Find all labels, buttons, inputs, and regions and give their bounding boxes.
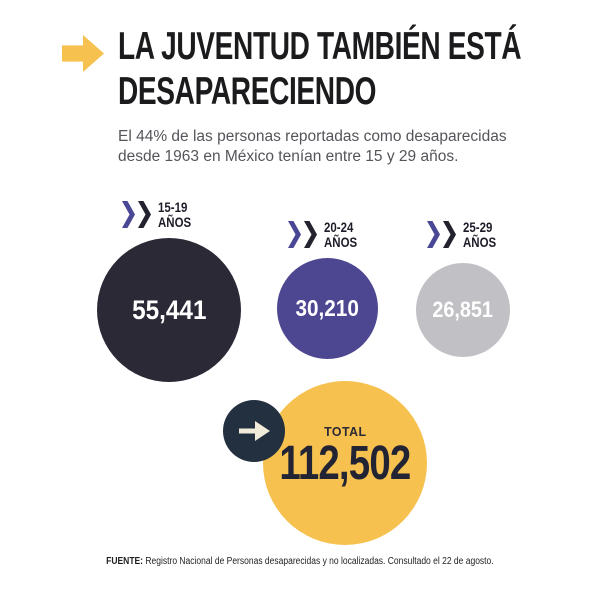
bubble-value: 55,441 — [131, 294, 207, 325]
page-title-line2: DESAPARECIENDO — [118, 70, 377, 113]
bubble-value: 26,851 — [432, 297, 494, 322]
age-unit: AÑOS — [324, 235, 358, 250]
page-title-line1: LA JUVENTUD TAMBIÉN ESTÁ — [118, 25, 522, 68]
age-group-label-15-19: 15-19 AÑOS — [122, 200, 197, 230]
age-range-label: 25-29 AÑOS — [463, 220, 496, 250]
chevron-right-icon — [443, 221, 456, 248]
bubble-value: 30,210 — [295, 295, 360, 321]
age-unit: AÑOS — [158, 215, 192, 230]
subtitle: El 44% de las personas reportadas como d… — [118, 128, 507, 165]
chevron-right-icon — [427, 221, 440, 248]
chevron-right-icon — [288, 221, 301, 248]
total-label: TOTAL — [323, 423, 367, 439]
page-title: LA JUVENTUD TAMBIÉN ESTÁ DESAPARECIENDO — [118, 24, 558, 114]
age-range: 15-19 — [158, 200, 188, 215]
chevron-right-icon — [304, 221, 317, 248]
source-text: Registro Nacional de Personas desapareci… — [143, 556, 494, 567]
total-arrow-badge — [223, 400, 285, 462]
double-chevron-right-icon — [427, 220, 456, 250]
total-value: 112,502 — [279, 436, 411, 490]
age-group-label-20-24: 20-24 AÑOS — [288, 220, 363, 250]
age-range: 25-29 — [463, 220, 493, 235]
age-group-label-25-29: 25-29 AÑOS — [427, 220, 502, 250]
double-chevron-right-icon — [288, 220, 317, 250]
source-label: FUENTE: — [106, 556, 144, 567]
chevron-right-icon — [122, 201, 135, 228]
age-unit: AÑOS — [463, 235, 497, 250]
arrow-right-icon — [239, 421, 270, 441]
source-footer: FUENTE: Registro Nacional de Personas de… — [0, 556, 600, 567]
age-range: 20-24 — [324, 220, 354, 235]
bubble-20-24: 30,210 — [277, 258, 378, 359]
bubble-15-19: 55,441 — [97, 238, 241, 382]
chevron-right-icon — [138, 201, 151, 228]
bubble-25-29: 26,851 — [416, 263, 510, 357]
double-chevron-right-icon — [122, 200, 151, 230]
title-arrow-right-icon — [62, 35, 104, 72]
bubble-total: TOTAL 112,502 — [263, 381, 427, 545]
age-range-label: 15-19 AÑOS — [158, 200, 191, 230]
age-range-label: 20-24 AÑOS — [324, 220, 357, 250]
